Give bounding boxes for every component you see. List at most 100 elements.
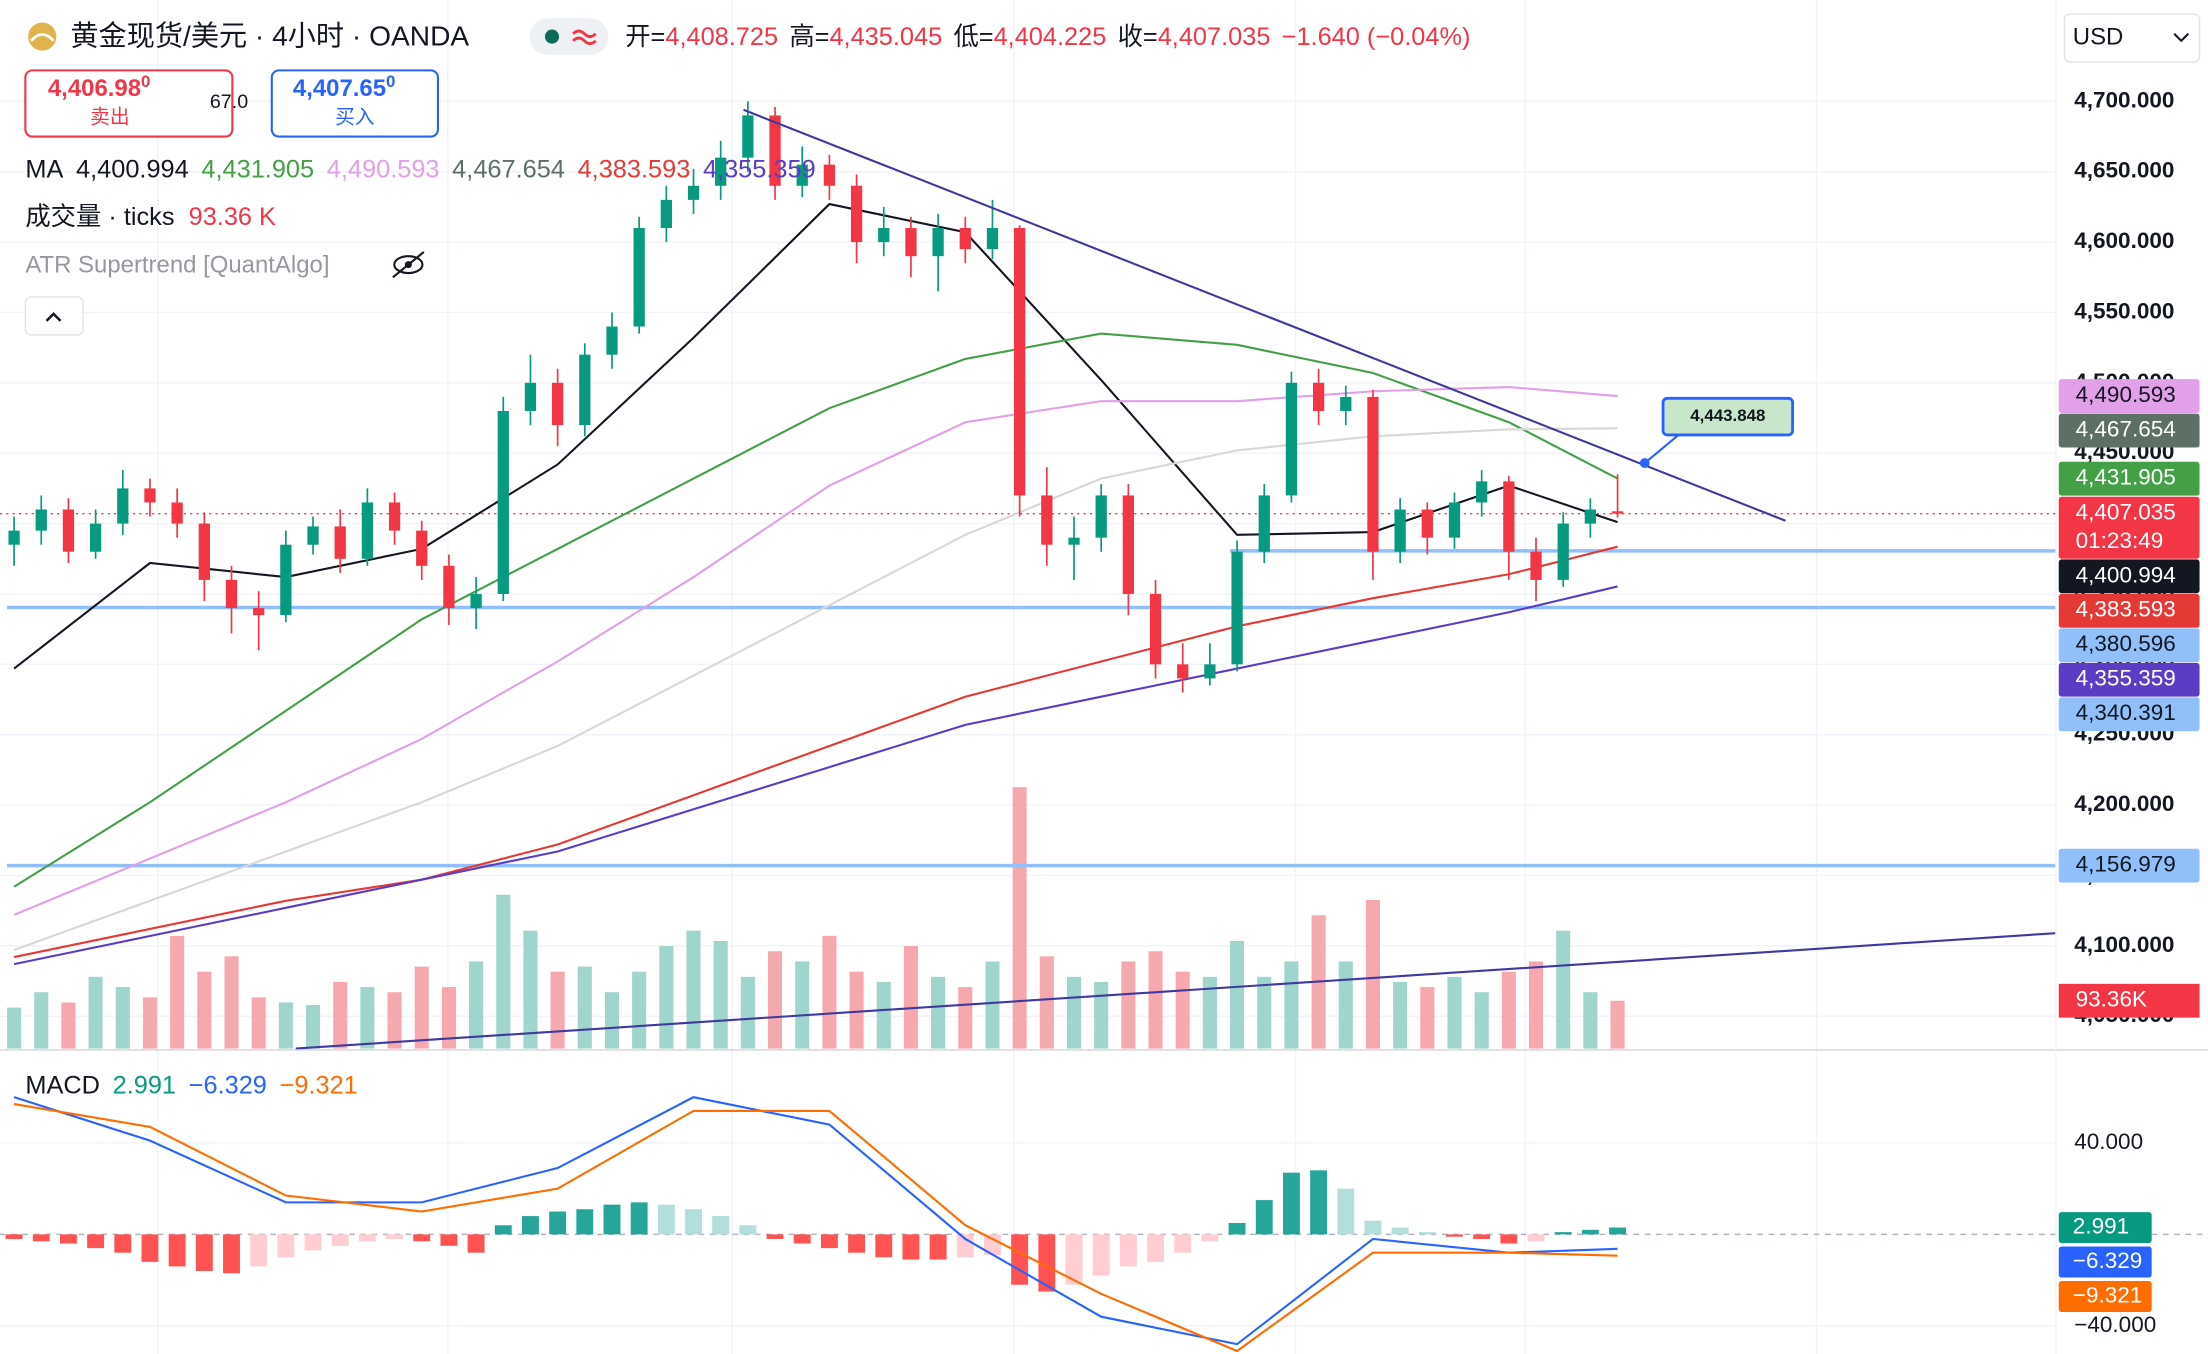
candle-body [1557,523,1569,580]
candle-body [606,326,618,355]
macd-histogram-bar [413,1234,431,1242]
macd-histogram-bar [1282,1172,1300,1235]
volume-bar [197,971,212,1049]
macd-histogram-bar [277,1234,295,1258]
volume-bar [360,987,375,1049]
volume-bar [305,1005,321,1049]
macd-histogram-bar [630,1202,648,1235]
trend-line[interactable] [743,108,1786,522]
macd-tick-label: −40.000 [2074,1312,2156,1337]
ma-label: MA [25,155,63,183]
candle-body [850,185,863,243]
candle-body [552,382,564,426]
volume-bar [278,1002,293,1049]
macd-histogram-bar [494,1225,512,1235]
candle-body [932,228,944,257]
price-axis: 4,050.0004,100.0004,150.0004,200.0004,25… [2058,87,2200,1337]
chevron-up [45,312,62,322]
hidden-icon[interactable] [392,251,425,279]
volume-bar [1528,961,1544,1049]
ohlc-label: 开= [625,23,665,51]
macd-histogram-bar [195,1234,213,1271]
atr-legend[interactable]: ATR Supertrend [QuantAlgo] [25,251,329,278]
macd-histogram-bar [1065,1234,1083,1285]
symbol-title[interactable]: 黄金现货/美元 · 4小时 · OANDA [70,20,469,51]
macd-histogram-bar [1255,1200,1273,1235]
y-tick-label: 4,550.000 [2074,298,2174,323]
volume-bar [387,992,402,1049]
countdown: 01:23:49 [2076,528,2164,553]
ohlc-value: 4,407.035 [1158,23,1271,51]
candle-body [660,199,672,229]
volume-bar [1148,951,1163,1049]
candle-body [796,164,808,186]
volume-bar [224,956,239,1049]
candle-body [1340,396,1352,411]
ma-value: 4,383.593 [578,155,691,183]
currency-select[interactable] [2063,13,2201,63]
volume-bar [88,976,103,1049]
candle-body [1503,481,1515,552]
volume-bar [1420,987,1435,1049]
candle-body [524,382,537,411]
volume-bar [1583,992,1598,1049]
macd-histogram-bar [549,1211,567,1235]
macd-histogram-bar [1201,1234,1219,1242]
macd-histogram-bar [440,1234,458,1246]
macd-histogram-bar [1310,1170,1328,1235]
currency: USD [2073,23,2124,50]
trend-line[interactable] [295,932,2056,1050]
volume-legend[interactable]: 成交量 · ticks 93.36 K [25,203,276,231]
anchor-point[interactable] [1639,458,1650,468]
candle-body [959,228,971,250]
volume-bar [768,951,783,1049]
price-label-box [2058,559,2200,594]
candle-body [35,509,47,531]
volume-bar [496,894,511,1049]
macd-histogram-bar [304,1234,322,1251]
grid [0,0,2056,1354]
eye [393,255,424,275]
volume-bar [795,961,810,1049]
volume-bar [1393,981,1408,1049]
ma-value: 4,490.593 [327,155,440,183]
macd-histogram-bar [739,1225,757,1235]
macd-histogram-bar [1337,1188,1355,1235]
macd-histogram-bar [59,1234,77,1244]
macd-value-label: 2.991 [2073,1214,2129,1239]
macd-histogram-bar [467,1234,485,1253]
price-label-box [2058,593,2200,628]
volume-bar [1447,976,1462,1049]
volume-bar [550,971,565,1049]
macd-histogram-bar [223,1234,240,1274]
macd-histogram-bar [1473,1234,1491,1239]
buy-button[interactable] [270,69,439,138]
candle-body [225,579,238,609]
macd-value-box [2058,1212,2152,1244]
sell-button[interactable] [24,69,234,138]
macd-histogram-bar [875,1234,893,1258]
candle-body [470,593,482,609]
macd-histogram-bar [929,1234,947,1260]
callout-line [1644,434,1680,464]
macd-legend[interactable]: MACD 2.991 −6.329 −9.321 [25,1071,357,1099]
candle-body [1367,396,1379,552]
volume-bar [1039,956,1054,1049]
candle-body [715,157,727,186]
volume-bar [1474,992,1489,1049]
ma-value: 4,355.359 [703,155,816,183]
price-label-box [2058,628,2200,663]
volume-bar [686,930,701,1049]
change: −1.640 (−0.04%) [1282,23,1471,51]
buy-price-main: 4,407.65 [293,75,386,102]
callout-box[interactable] [1661,396,1794,437]
status-badge[interactable] [529,18,609,55]
candle-body [579,354,591,426]
macd-histogram-bar [793,1234,811,1244]
candle-body [117,488,129,524]
moving-average [13,545,1618,959]
macd-histogram-bar [114,1234,132,1253]
ma-legend[interactable]: MA 4,400.994 4,431.905 4,490.593 4,467.654 4,… [25,155,815,183]
price-label: 4,407.035 [2076,500,2176,525]
price-label: 4,490.593 [2076,382,2176,407]
